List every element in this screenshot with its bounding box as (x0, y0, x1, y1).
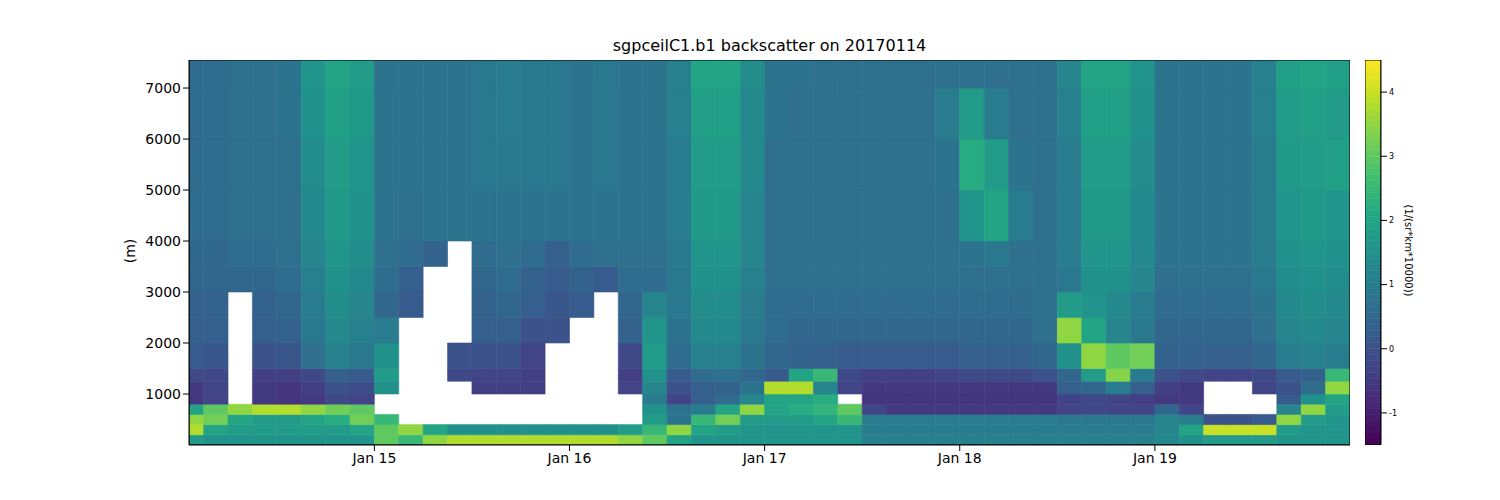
svg-text:2: 2 (1389, 216, 1394, 225)
svg-text:Jan 19: Jan 19 (1132, 450, 1177, 466)
html-text:(1/(sr*km*10000)): (1/(sr*km*10000)) (1402, 204, 1414, 297)
svg-text:4000: 4000 (145, 233, 181, 249)
svg-text:7000: 7000 (145, 80, 181, 96)
svg-text:0: 0 (1389, 345, 1394, 354)
html-text:sgpceilC1.b1 backscatter on 20: sgpceilC1.b1 backscatter on 20170114 (612, 36, 927, 55)
svg-text:Jan 16: Jan 16 (547, 450, 592, 466)
svg-text:Jan 17: Jan 17 (742, 450, 787, 466)
svg-text:Jan 18: Jan 18 (937, 450, 982, 466)
svg-text:2000: 2000 (145, 335, 181, 351)
svg-text:-1: -1 (1389, 409, 1397, 418)
svg-text:6000: 6000 (145, 131, 181, 147)
html-text:(m): (m) (122, 238, 138, 264)
svg-text:3000: 3000 (145, 284, 181, 300)
svg-text:Jan 15: Jan 15 (351, 450, 396, 466)
svg-text:1000: 1000 (145, 386, 181, 402)
svg-text:5000: 5000 (145, 182, 181, 198)
svg-text:1: 1 (1389, 280, 1394, 289)
svg-text:3: 3 (1389, 152, 1394, 161)
svg-text:4: 4 (1389, 88, 1394, 97)
